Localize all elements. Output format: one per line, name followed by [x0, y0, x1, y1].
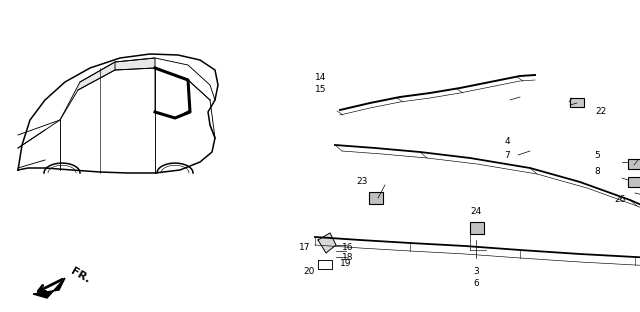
Polygon shape — [33, 278, 65, 298]
Text: 16: 16 — [342, 242, 353, 251]
Text: 4: 4 — [504, 138, 510, 147]
Text: 8: 8 — [595, 168, 600, 177]
Text: 23: 23 — [356, 178, 368, 187]
FancyBboxPatch shape — [628, 177, 640, 187]
FancyBboxPatch shape — [570, 98, 584, 107]
Polygon shape — [115, 58, 155, 70]
Text: 24: 24 — [470, 207, 482, 217]
Text: 14: 14 — [315, 74, 326, 82]
Text: 7: 7 — [504, 150, 510, 159]
Text: 18: 18 — [342, 253, 353, 262]
Text: FR.: FR. — [69, 266, 92, 285]
Text: 22: 22 — [595, 108, 606, 116]
Text: 5: 5 — [595, 150, 600, 159]
FancyBboxPatch shape — [628, 159, 640, 169]
FancyBboxPatch shape — [369, 192, 383, 204]
Text: 20: 20 — [303, 267, 315, 276]
Polygon shape — [318, 233, 336, 253]
Text: 6: 6 — [473, 279, 479, 287]
Text: 26: 26 — [614, 196, 626, 204]
Text: 3: 3 — [473, 267, 479, 276]
Text: 17: 17 — [298, 242, 310, 251]
Text: 19: 19 — [340, 259, 351, 267]
Polygon shape — [78, 62, 115, 90]
FancyBboxPatch shape — [470, 222, 484, 234]
Text: 15: 15 — [315, 85, 326, 95]
